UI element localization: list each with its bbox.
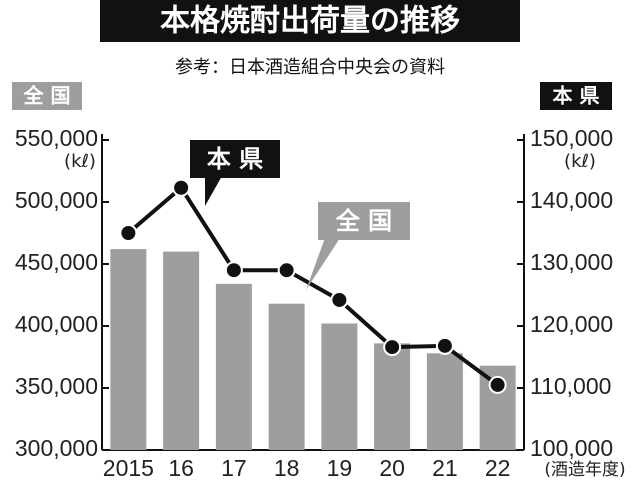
y-tick-label: 300,000 bbox=[15, 435, 98, 461]
line-marker bbox=[277, 261, 296, 280]
y2-tick-label: 110,000 bbox=[530, 373, 611, 399]
line-marker bbox=[172, 178, 191, 197]
y2-tick-label: 120,000 bbox=[530, 311, 613, 337]
bar bbox=[426, 353, 463, 450]
line-marker bbox=[119, 224, 138, 242]
subtitle: 参考：日本酒造組合中央会の資料 bbox=[175, 57, 445, 78]
y2-unit: (kℓ) bbox=[564, 151, 596, 172]
bar bbox=[321, 323, 358, 450]
callout-pointer bbox=[205, 176, 222, 206]
title-box bbox=[100, 0, 520, 42]
bar bbox=[268, 303, 305, 450]
bar bbox=[215, 283, 252, 450]
x-tick-label: 16 bbox=[168, 455, 194, 481]
line-callout: 本 県 bbox=[207, 145, 263, 173]
y-tick-label: 500,000 bbox=[15, 187, 98, 213]
y2-tick-label: 140,000 bbox=[530, 187, 613, 213]
bar bbox=[110, 249, 147, 450]
line-marker bbox=[383, 338, 402, 357]
y-tick-label: 350,000 bbox=[15, 373, 98, 399]
x-tick-label: 2015 bbox=[103, 455, 154, 481]
bar bbox=[374, 343, 411, 450]
y-tick-label: 400,000 bbox=[15, 311, 98, 337]
x-unit: (酒造年度) bbox=[544, 460, 625, 480]
bar-callout-box bbox=[318, 202, 410, 240]
x-tick-label: 18 bbox=[274, 455, 300, 481]
y-label: 全 国 bbox=[23, 84, 71, 108]
line-callout-box bbox=[190, 140, 280, 178]
y-tick-label: 550,000 bbox=[15, 125, 98, 151]
y-tick-label: 450,000 bbox=[15, 249, 98, 275]
y-label-box bbox=[12, 82, 82, 110]
line-marker bbox=[330, 290, 349, 309]
y2-tick-label: 130,000 bbox=[530, 249, 613, 275]
line-marker bbox=[488, 375, 507, 394]
line-marker bbox=[224, 261, 243, 280]
y2-tick-label: 100,000 bbox=[530, 435, 613, 461]
x-tick-label: 20 bbox=[379, 455, 405, 481]
y2-label: 本 県 bbox=[553, 84, 600, 108]
chart-title: 本格焼酎出荷量の推移 bbox=[160, 4, 460, 39]
bar bbox=[163, 251, 200, 450]
x-tick-label: 21 bbox=[432, 455, 458, 481]
y2-label-box bbox=[540, 82, 612, 110]
y-unit: (kℓ) bbox=[64, 151, 96, 172]
line-marker bbox=[435, 336, 454, 355]
y2-tick-label: 150,000 bbox=[530, 125, 613, 151]
callout-pointer bbox=[306, 238, 340, 290]
x-tick-label: 19 bbox=[327, 455, 353, 481]
bar-callout: 全 国 bbox=[335, 207, 392, 235]
x-tick-label: 17 bbox=[221, 455, 247, 481]
x-tick-label: 22 bbox=[485, 455, 511, 481]
